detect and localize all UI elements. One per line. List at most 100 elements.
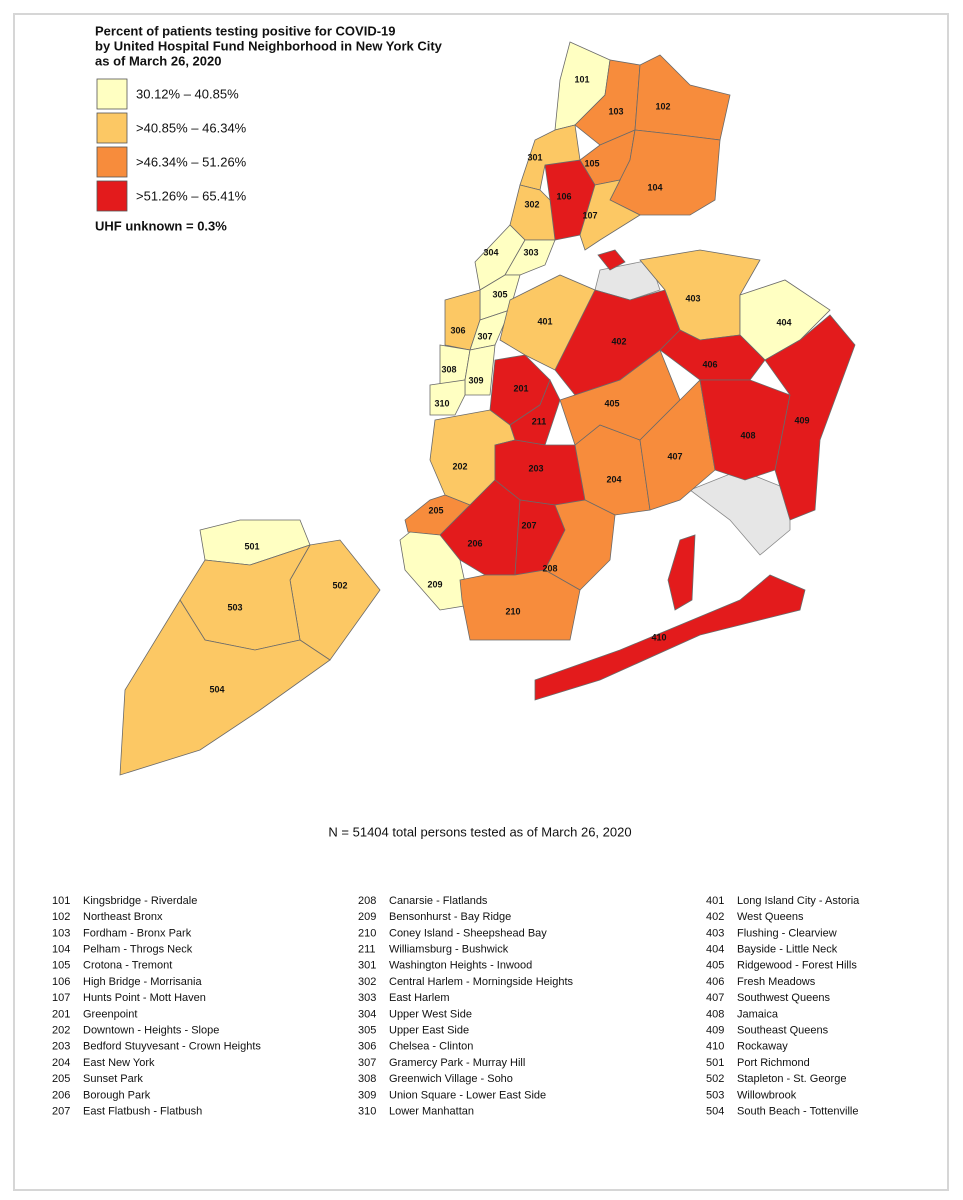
key-name: Bensonhurst - Bay Ridge (389, 911, 511, 923)
region (459, 569, 581, 641)
key-code: 502 (706, 1073, 724, 1085)
region-code: 304 (483, 247, 498, 257)
key-code: 406 (706, 976, 724, 988)
region (504, 239, 556, 276)
region-code: 106 (556, 191, 571, 201)
legend-label: >46.34% – 51.26% (136, 154, 247, 169)
legend: 30.12% – 40.85% >40.85% – 46.34% >46.34% –… (95, 78, 247, 233)
region-code: 308 (441, 364, 456, 374)
key-name: Williamsburg - Bushwick (389, 944, 509, 956)
region-code: 107 (582, 210, 597, 220)
key-code: 305 (358, 1025, 376, 1037)
map: 101 103 102 105 104 106 107 301 302 304 303 305 306 3… (119, 41, 856, 776)
region-code: 310 (434, 398, 449, 408)
key-list: 101 Kingsbridge - Riverdale 102 Northeast B… (52, 895, 860, 1118)
key-name: East Harlem (389, 992, 450, 1004)
key-name: Kingsbridge - Riverdale (83, 895, 197, 907)
key-name: East New York (83, 1057, 155, 1069)
key-name: Hunts Point - Mott Haven (83, 992, 206, 1004)
key-name: Southeast Queens (737, 1025, 829, 1037)
key-code: 504 (706, 1106, 724, 1118)
region-code: 207 (521, 520, 536, 530)
key-code: 306 (358, 1041, 376, 1053)
key-name: Stapleton - St. George (737, 1073, 846, 1085)
key-name: Greenwich Village - Soho (389, 1073, 513, 1085)
key-name: East Flatbush - Flatbush (83, 1106, 202, 1118)
key-name: Union Square - Lower East Side (389, 1089, 546, 1101)
region-code: 402 (611, 336, 626, 346)
key-code: 307 (358, 1057, 376, 1069)
key-name: Crotona - Tremont (83, 960, 172, 972)
key-code: 204 (52, 1057, 70, 1069)
legend-swatch (96, 180, 128, 212)
region-code: 104 (647, 182, 662, 192)
key-code: 408 (706, 1008, 724, 1020)
key-code: 501 (706, 1057, 724, 1069)
key-code: 209 (358, 911, 376, 923)
region-code: 210 (505, 606, 520, 616)
key-code: 201 (52, 1008, 70, 1020)
region-code: 201 (513, 383, 528, 393)
key-code: 104 (52, 944, 70, 956)
legend-swatch (96, 146, 128, 178)
key-name: Flushing - Clearview (737, 927, 837, 939)
key-code: 407 (706, 992, 724, 1004)
key-name: Chelsea - Clinton (389, 1041, 473, 1053)
key-code: 101 (52, 895, 70, 907)
key-name: Upper West Side (389, 1008, 472, 1020)
region-code: 105 (584, 158, 599, 168)
region-code: 309 (468, 375, 483, 385)
legend-label: >40.85% – 46.34% (136, 120, 247, 135)
key-name: Washington Heights - Inwood (389, 960, 532, 972)
region-code: 504 (209, 684, 224, 694)
region-code: 410 (651, 632, 666, 642)
region-code: 101 (574, 74, 589, 84)
tested-note: N = 51404 total persons tested as of Mar… (328, 824, 631, 839)
key-name: Sunset Park (83, 1073, 143, 1085)
region-code: 204 (606, 474, 621, 484)
region (764, 314, 856, 521)
region-code: 206 (467, 538, 482, 548)
region-code: 503 (227, 602, 242, 612)
key-code: 401 (706, 895, 724, 907)
key-name: Bedford Stuyvesant - Crown Heights (83, 1041, 261, 1053)
key-code: 402 (706, 911, 724, 923)
key-code: 309 (358, 1089, 376, 1101)
key-name: West Queens (737, 911, 804, 923)
key-code: 304 (358, 1008, 376, 1020)
key-name: Downtown - Heights - Slope (83, 1025, 219, 1037)
region (464, 344, 496, 396)
key-code: 211 (358, 944, 376, 956)
key-name: Port Richmond (737, 1057, 810, 1069)
region-code: 209 (427, 579, 442, 589)
region-code: 301 (527, 152, 542, 162)
key-code: 202 (52, 1025, 70, 1037)
region (579, 179, 641, 251)
key-name: Lower Manhattan (389, 1106, 474, 1118)
region-code: 406 (702, 359, 717, 369)
key-name: Southwest Queens (737, 992, 830, 1004)
key-name: High Bridge - Morrisania (83, 976, 202, 988)
key-code: 206 (52, 1089, 70, 1101)
key-code: 409 (706, 1025, 724, 1037)
key-name: Ridgewood - Forest Hills (737, 960, 857, 972)
key-name: Coney Island - Sheepshead Bay (389, 927, 547, 939)
key-code: 302 (358, 976, 376, 988)
region-code: 205 (428, 505, 443, 515)
key-code: 303 (358, 992, 376, 1004)
key-name: Long Island City - Astoria (737, 895, 860, 907)
region (534, 574, 806, 701)
key-name: Willowbrook (737, 1089, 797, 1101)
key-code: 107 (52, 992, 70, 1004)
region-code: 401 (537, 316, 552, 326)
region-code: 307 (477, 331, 492, 341)
legend-swatch (96, 78, 128, 110)
region (609, 129, 721, 216)
legend-label: >51.26% – 65.41% (136, 188, 247, 203)
region-code: 305 (492, 289, 507, 299)
region-code: 103 (608, 106, 623, 116)
key-name: Upper East Side (389, 1025, 469, 1037)
unknown-note: UHF unknown = 0.3% (95, 218, 227, 233)
region-code: 404 (776, 317, 791, 327)
